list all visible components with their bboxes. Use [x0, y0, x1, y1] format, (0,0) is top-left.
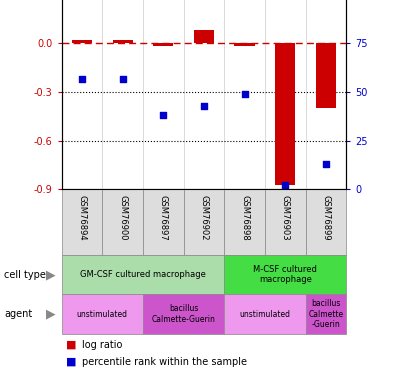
Text: unstimulated: unstimulated	[77, 310, 128, 319]
Bar	[306, 189, 346, 255]
Text: agent: agent	[4, 309, 32, 319]
Point	[160, 112, 166, 118]
Text: GSM76899: GSM76899	[322, 195, 330, 240]
Text: ■: ■	[66, 340, 76, 350]
Text: GM-CSF cultured macrophage: GM-CSF cultured macrophage	[80, 270, 206, 279]
Bar	[62, 294, 143, 334]
Bar	[143, 189, 183, 255]
Text: log ratio: log ratio	[82, 340, 122, 350]
Bar	[62, 255, 224, 294]
Text: GSM76897: GSM76897	[159, 195, 168, 240]
Text: GSM76903: GSM76903	[281, 195, 290, 240]
Bar	[316, 43, 336, 108]
Point	[282, 183, 289, 189]
Bar	[224, 255, 346, 294]
Text: GSM76894: GSM76894	[78, 195, 86, 240]
Bar	[153, 43, 174, 46]
Text: ▶: ▶	[46, 268, 55, 281]
Point	[201, 102, 207, 108]
Text: bacillus
Calmette-Guerin: bacillus Calmette-Guerin	[152, 304, 216, 324]
Text: percentile rank within the sample: percentile rank within the sample	[82, 357, 247, 367]
Bar	[275, 43, 295, 184]
Text: GSM76900: GSM76900	[118, 195, 127, 240]
Point	[79, 76, 85, 82]
Point	[323, 161, 329, 167]
Bar	[102, 189, 143, 255]
Point	[242, 91, 248, 97]
Bar	[234, 43, 255, 46]
Bar	[113, 40, 133, 43]
Text: GSM76902: GSM76902	[199, 195, 209, 240]
Text: cell type: cell type	[4, 270, 46, 280]
Bar	[306, 294, 346, 334]
Text: ▶: ▶	[46, 308, 55, 321]
Text: bacillus
Calmette
-Guerin: bacillus Calmette -Guerin	[308, 299, 343, 329]
Text: ■: ■	[66, 357, 76, 367]
Bar	[224, 294, 306, 334]
Bar	[143, 294, 224, 334]
Text: GSM76898: GSM76898	[240, 195, 249, 240]
Bar	[62, 189, 102, 255]
Bar	[194, 30, 214, 43]
Point	[119, 76, 126, 82]
Bar	[72, 40, 92, 43]
Bar	[183, 189, 224, 255]
Text: unstimulated: unstimulated	[240, 310, 291, 319]
Text: M-CSF cultured
macrophage: M-CSF cultured macrophage	[254, 265, 317, 284]
Bar	[265, 189, 306, 255]
Bar	[224, 189, 265, 255]
